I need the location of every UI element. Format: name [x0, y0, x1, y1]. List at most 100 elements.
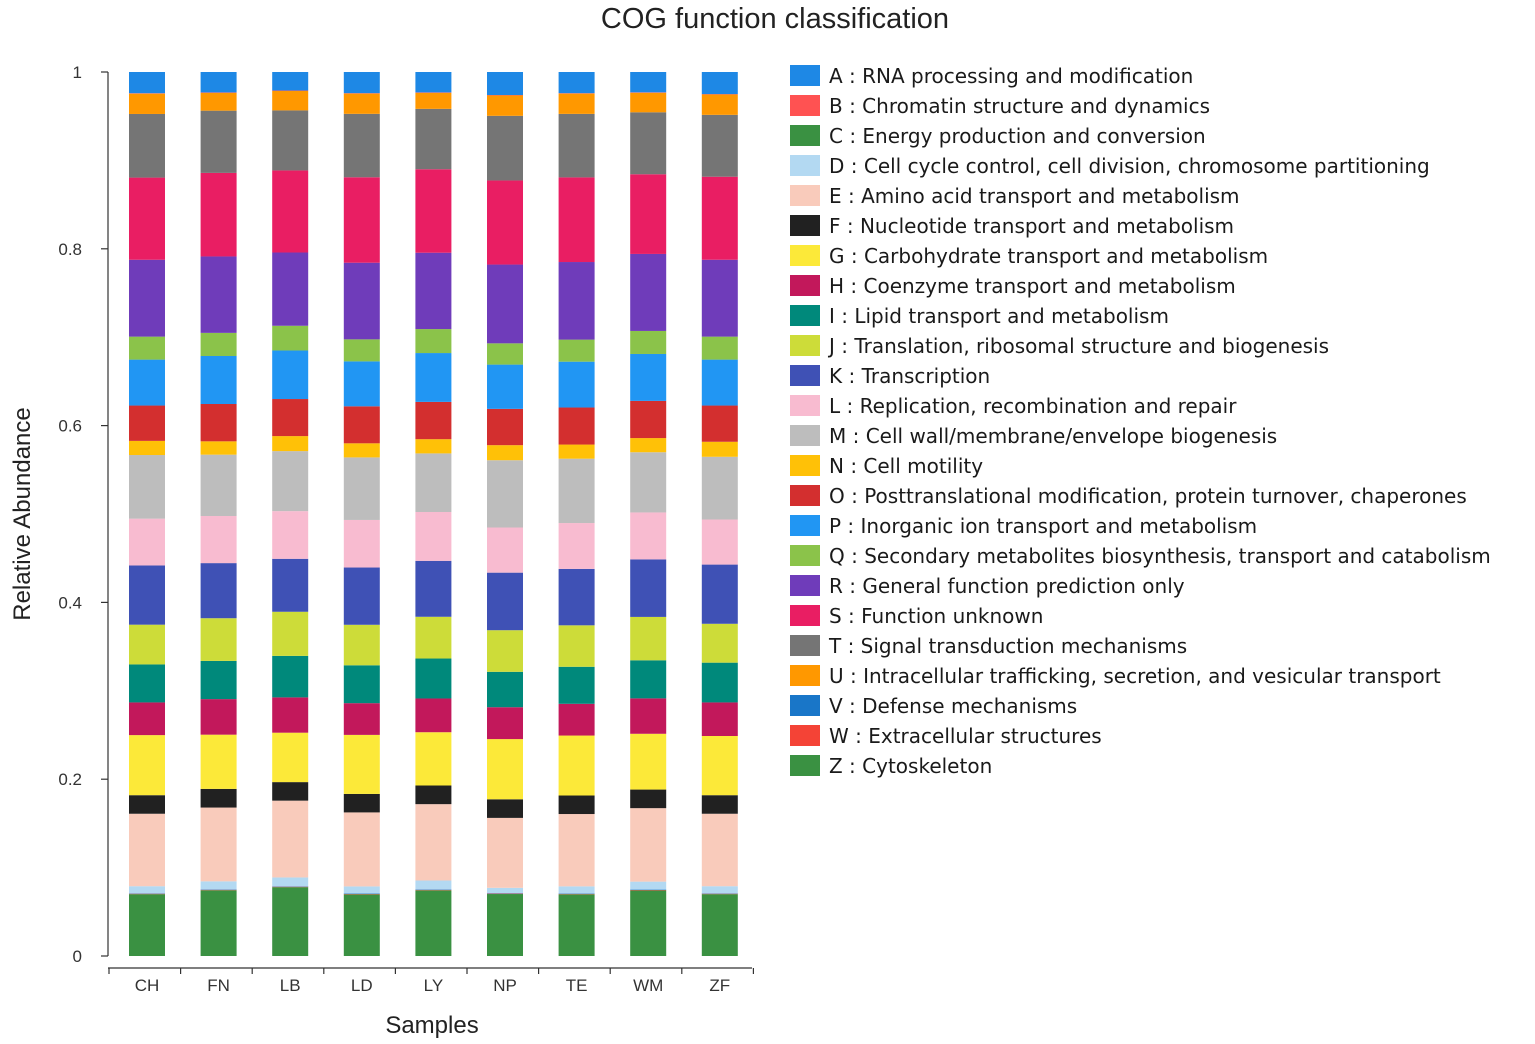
bar-segment-lb-g [272, 732, 309, 783]
bar-segment-zf-d [701, 886, 738, 894]
legend-label: I : Lipid transport and metabolism [829, 304, 1169, 328]
bar-segment-ly-e [415, 804, 452, 881]
legend-label: D : Cell cycle control, cell division, c… [829, 154, 1430, 178]
bar-segment-ld-p [343, 361, 380, 407]
bar-segment-ly-d [415, 880, 452, 890]
bar-segment-ch-i [129, 664, 165, 703]
bar-segment-lb-p [272, 350, 309, 400]
bar-segment-te-p [558, 361, 595, 408]
bar-segment-np-d [487, 887, 523, 894]
bar-segment-fn-t [200, 110, 237, 173]
legend-entry: V : Defense mechanisms [790, 694, 1077, 718]
legend-entry: D : Cell cycle control, cell division, c… [790, 154, 1430, 178]
legend-label: U : Intracellular trafficking, secretion… [829, 664, 1441, 688]
bar-segment-ld-l [343, 519, 380, 568]
x-tick-label-te: TE [566, 976, 588, 995]
bar-segment-ly-j [415, 616, 452, 659]
legend-swatch [790, 545, 820, 566]
y-tick-label: 0.6 [58, 417, 82, 436]
bar-segment-fn-d [200, 881, 237, 890]
bar-segment-zf-p [701, 359, 738, 406]
bar-segment-te-d [558, 886, 595, 894]
bar-segment-np-f [487, 799, 523, 818]
bar-segment-te-f [558, 795, 595, 815]
legend-entry: R : General function prediction only [790, 574, 1185, 598]
bar-segment-lb-f [272, 782, 309, 801]
legend-entry: K : Transcription [790, 364, 990, 388]
bar-segment-ly-o [415, 401, 452, 440]
bar-segment-zf-h [701, 702, 738, 736]
bar-segment-np-e [487, 817, 523, 888]
bar-segment-ch-j [129, 624, 165, 665]
legend-label: L : Replication, recombination and repai… [829, 394, 1237, 418]
bar-segment-lb-l [272, 511, 309, 559]
legend-entry: P : Inorganic ion transport and metaboli… [790, 514, 1257, 538]
legend-label: H : Coenzyme transport and metabolism [829, 274, 1236, 298]
bar-stack-ld [343, 72, 380, 956]
bar-segment-wm-s [630, 174, 667, 254]
bar-segment-ly-s [415, 169, 452, 253]
bar-segment-fn-q [200, 332, 237, 356]
x-tick-label-zf: ZF [709, 976, 730, 995]
bar-segment-zf-q [701, 336, 738, 360]
bar-segment-wm-f [630, 789, 667, 809]
legend-entry: Q : Secondary metabolites biosynthesis, … [790, 544, 1491, 568]
bar-segment-fn-e [200, 807, 237, 882]
bar-segment-ly-q [415, 329, 452, 354]
legend-entry: A : RNA processing and modification [790, 64, 1193, 88]
bar-segment-te-j [558, 625, 595, 667]
bar-segment-ld-u [343, 93, 380, 114]
legend-entry: F : Nucleotide transport and metabolism [790, 214, 1234, 238]
bar-segment-lb-i [272, 655, 309, 698]
bar-segment-ly-u [415, 92, 452, 109]
legend-swatch [790, 395, 820, 416]
x-tick-label-wm: WM [633, 976, 663, 995]
legend-entry: N : Cell motility [790, 454, 983, 478]
legend-entry: B : Chromatin structure and dynamics [790, 94, 1210, 118]
legend-label: Q : Secondary metabolites biosynthesis, … [829, 544, 1491, 568]
bar-segment-fn-m [200, 454, 237, 516]
bar-segment-zf-t [701, 114, 738, 177]
bar-segment-wm-z [630, 890, 667, 956]
x-tick-label-np: NP [493, 976, 517, 995]
bar-segment-ld-t [343, 113, 380, 178]
bar-segment-ld-r [343, 262, 380, 340]
bar-segment-wm-l [630, 512, 667, 560]
bar-stack-lb [272, 72, 309, 956]
bar-segment-np-n [487, 445, 523, 461]
bar-segment-lb-h [272, 697, 309, 733]
legend-label: E : Amino acid transport and metabolism [829, 184, 1240, 208]
bar-segment-ld-q [343, 339, 380, 362]
bar-segment-lb-t [272, 110, 309, 171]
bars-layer [129, 72, 738, 956]
bar-segment-wm-e [630, 808, 667, 882]
bar-segment-ch-o [129, 405, 165, 441]
bar-segment-wm-j [630, 616, 667, 661]
bar-segment-zf-o [701, 405, 738, 442]
bar-segment-lb-e [272, 800, 309, 878]
bar-segment-ch-f [129, 795, 165, 814]
bar-segment-lb-k [272, 558, 309, 612]
legend-entry: J : Translation, ribosomal structure and… [790, 334, 1329, 358]
bar-segment-np-k [487, 572, 523, 631]
bar-stack-np [487, 72, 523, 956]
axes-layer: 0 0.2 0.4 0.6 0.8 1 CH FN LB LD LY NP TE WM ZF [58, 63, 755, 995]
legend-label: A : RNA processing and modification [829, 64, 1193, 88]
bar-segment-te-s [558, 177, 595, 263]
bar-segment-te-q [558, 339, 595, 362]
legend-label: W : Extracellular structures [829, 724, 1102, 748]
bar-segment-ld-g [343, 734, 380, 794]
y-tick-label: 0.4 [58, 593, 82, 612]
legend-entry: S : Function unknown [790, 604, 1043, 628]
bar-segment-ly-z [415, 890, 452, 956]
bar-segment-wm-r [630, 253, 667, 331]
bar-segment-ld-a [343, 72, 380, 94]
bar-segment-ch-n [129, 440, 165, 456]
y-tick-label: 0.2 [58, 770, 82, 789]
bar-segment-fn-u [200, 92, 237, 111]
bar-segment-fn-i [200, 660, 237, 700]
bar-segment-zf-r [701, 259, 738, 337]
legend-entry: H : Coenzyme transport and metabolism [790, 274, 1236, 298]
bar-segment-ly-g [415, 732, 452, 786]
bar-segment-te-e [558, 814, 595, 887]
